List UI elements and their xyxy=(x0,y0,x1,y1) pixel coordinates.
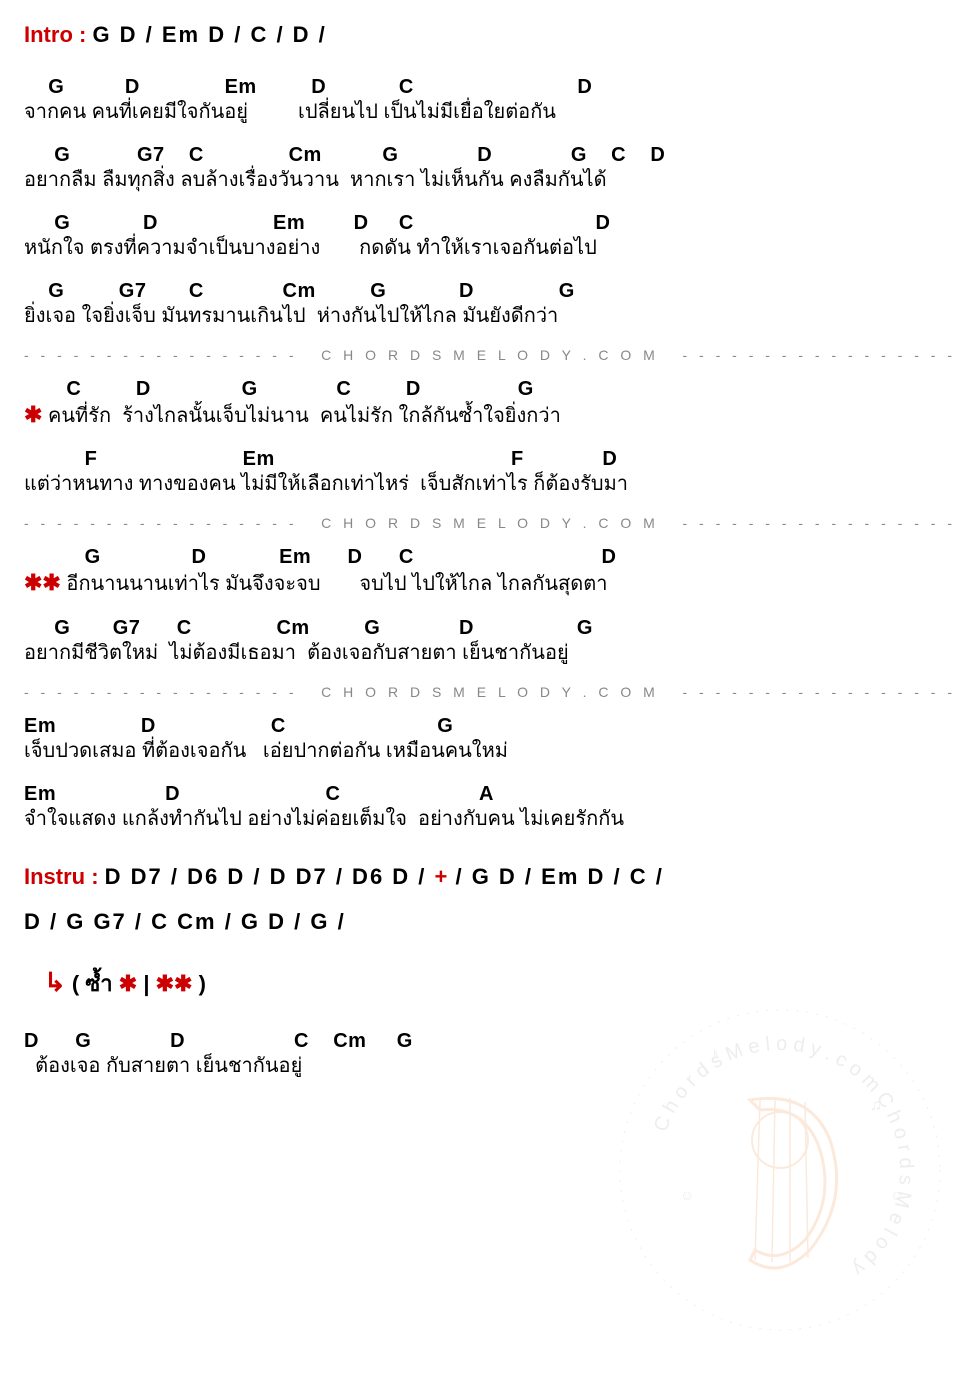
chord-row: G G7 C Cm G D G C D xyxy=(24,143,956,167)
intro-chords: G D / Em D / C / D / xyxy=(92,22,326,47)
lyric-row: หนักใจ ตรงที่ความจำเป็นบางอย่าง กดดัน ทำ… xyxy=(24,235,956,261)
instru-chords: D / G G7 / C Cm / G D / G / xyxy=(24,909,346,934)
chord-row: C D G C D G xyxy=(24,377,956,401)
chord-row: Em D C A xyxy=(24,782,956,806)
instru-chords: D D7 / D6 D / D D7 / D6 D / xyxy=(105,864,435,889)
verse-4: G G7 C Cm G D G ยิ่งเจอ ใจยิ่งเจ็บ มันทร… xyxy=(24,279,956,329)
lyric-row: เจ็บปวดเสมอ ที่ต้องเจอกัน เอ่ยปากต่อกัน … xyxy=(24,738,956,764)
instru-label: Instru : xyxy=(24,864,105,889)
chorus-2: F Em F D แต่ว่าหนทาง ทางของคน ไม่มีให้เล… xyxy=(24,447,956,497)
intro-label: Intro : xyxy=(24,22,92,47)
chord-row: F Em F D xyxy=(24,447,956,471)
section-divider: - - - - - - - - - - - - - - - - - C H O … xyxy=(24,347,956,363)
double-star-marker: ✱✱ xyxy=(156,971,193,996)
lyric-row: ยิ่งเจอ ใจยิ่งเจ็บ มันทรมานเกินไป ห่างกั… xyxy=(24,303,956,329)
bridge-2: Em D C A จำใจแสดง แกล้งทำกันไป อย่างไม่ค… xyxy=(24,782,956,832)
section-divider: - - - - - - - - - - - - - - - - - C H O … xyxy=(24,684,956,700)
lyric-row: อยากลืม ลืมทุกสิ่ง ลบล้างเรื่องวันวาน หา… xyxy=(24,167,956,193)
plus-marker: + xyxy=(435,864,448,889)
lyric-row: อยากมีชีวิตใหม่ ไม่ต้องมีเธอมา ต้องเจอกั… xyxy=(24,640,956,666)
chorus-1: C D G C D G ✱ คนที่รัก ร้างไกลนั้นเจ็บไม… xyxy=(24,377,956,430)
svg-text:☺: ☺ xyxy=(680,1187,694,1203)
instru-line-1: Instru : D D7 / D6 D / D D7 / D6 D / + /… xyxy=(24,862,956,893)
chord-row: G D Em D C D xyxy=(24,545,956,569)
lyric-row: จำใจแสดง แกล้งทำกันไป อย่างไม่ค่อยเต็มใจ… xyxy=(24,806,956,832)
lyric-row: แต่ว่าหนทาง ทางของคน ไม่มีให้เลือกเท่าไห… xyxy=(24,471,956,497)
chord-row: G D Em D C D xyxy=(24,211,956,235)
outro: D G D C Cm G ต้องเจอ กับสายตา เย็นชากันอ… xyxy=(24,1029,956,1079)
intro-line: Intro : G D / Em D / C / D / xyxy=(24,20,956,51)
lyric-row: ✱✱ อีกนานนานเท่าไร มันจึงจะจบ จบไป ไปให้… xyxy=(24,569,956,598)
verse-1: G D Em D C D จากคน คนที่เคยมีใจกันอยู่ เ… xyxy=(24,75,956,125)
chorus-3: G D Em D C D ✱✱ อีกนานนานเท่าไร มันจึงจะ… xyxy=(24,545,956,598)
verse-2: G G7 C Cm G D G C D อยากลืม ลืมทุกสิ่ง ล… xyxy=(24,143,956,193)
chord-row: G G7 C Cm G D G xyxy=(24,616,956,640)
lyric-row: ✱ คนที่รัก ร้างไกลนั้นเจ็บไม่นาน คนไม่รั… xyxy=(24,401,956,430)
chord-row: G G7 C Cm G D G xyxy=(24,279,956,303)
instru-chords: / G D / Em D / C / xyxy=(447,864,663,889)
repeat-instruction: ↳ ( ซ้ำ ✱ | ✱✱ ) xyxy=(44,966,956,1001)
chord-row: Em D C G xyxy=(24,714,956,738)
star-marker: ✱ xyxy=(119,971,137,996)
repeat-arrow-icon: ↳ xyxy=(44,967,66,997)
bridge-1: Em D C G เจ็บปวดเสมอ ที่ต้องเจอกัน เอ่ยป… xyxy=(24,714,956,764)
section-divider: - - - - - - - - - - - - - - - - - C H O … xyxy=(24,515,956,531)
repeat-text: ( ซ้ำ xyxy=(72,971,119,996)
chord-row: G D Em D C D xyxy=(24,75,956,99)
repeat-text: ) xyxy=(192,971,205,996)
svg-text:♫: ♫ xyxy=(870,1097,882,1114)
verse-3: G D Em D C D หนักใจ ตรงที่ความจำเป็นบางอ… xyxy=(24,211,956,261)
double-star-marker: ✱✱ xyxy=(24,570,61,595)
chorus-4: G G7 C Cm G D G อยากมีชีวิตใหม่ ไม่ต้องม… xyxy=(24,616,956,666)
lyric-row: จากคน คนที่เคยมีใจกันอยู่ เปลี่ยนไป เป็น… xyxy=(24,99,956,125)
svg-text:☺: ☺ xyxy=(890,1187,904,1203)
instru-line-2: D / G G7 / C Cm / G D / G / xyxy=(24,907,956,938)
star-marker: ✱ xyxy=(24,402,42,427)
lyric-row: ต้องเจอ กับสายตา เย็นชากันอยู่ xyxy=(24,1053,956,1079)
repeat-text: | xyxy=(137,971,155,996)
chord-row: D G D C Cm G xyxy=(24,1029,956,1053)
